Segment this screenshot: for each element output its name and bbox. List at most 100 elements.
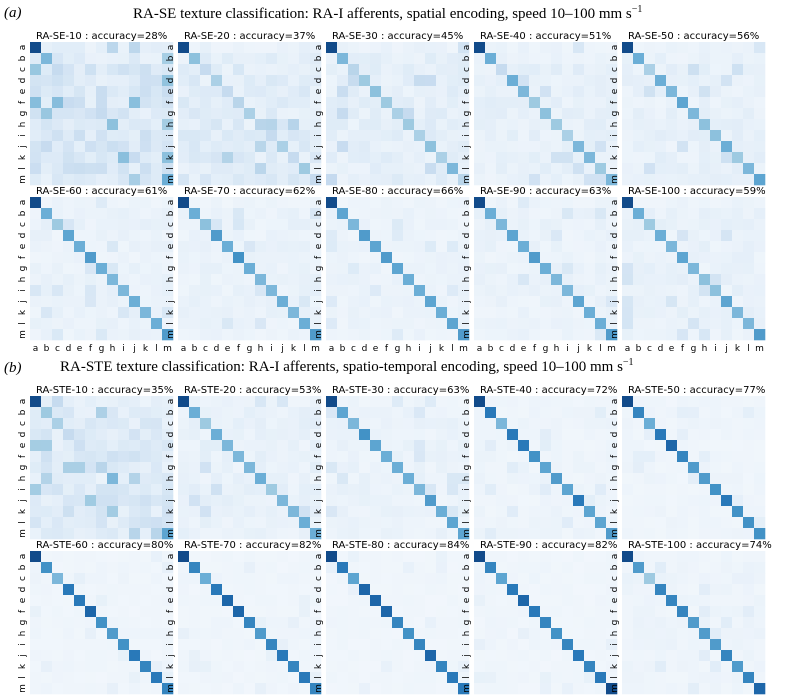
row-tick-label: b bbox=[18, 55, 28, 61]
heatmap-cell bbox=[721, 595, 733, 607]
heatmap-cell bbox=[277, 551, 289, 563]
heatmap-cell bbox=[710, 53, 722, 65]
heatmap-cell-diagonal bbox=[485, 407, 497, 419]
heatmap-cell bbox=[458, 573, 470, 585]
heatmap-cell-diagonal bbox=[299, 672, 311, 684]
heatmap-cell bbox=[458, 451, 470, 463]
heatmap-cell bbox=[458, 407, 470, 419]
heatmap-cell bbox=[562, 495, 574, 507]
heatmap-cell bbox=[540, 595, 552, 607]
heatmap-cell bbox=[326, 119, 338, 131]
heatmap-cell bbox=[30, 141, 42, 153]
heatmap-cell bbox=[573, 595, 585, 607]
row-tick-label: c bbox=[18, 67, 28, 72]
heatmap-cell-diagonal bbox=[348, 64, 360, 76]
heatmap-cell bbox=[633, 628, 645, 640]
heatmap-cell bbox=[222, 672, 234, 684]
heatmap-cell bbox=[359, 396, 371, 408]
row-tick-label: f bbox=[18, 100, 28, 104]
heatmap-cell bbox=[754, 86, 766, 98]
heatmap-cell bbox=[584, 484, 596, 496]
heatmap-cell bbox=[211, 606, 223, 618]
heatmap-cell bbox=[359, 672, 371, 684]
heatmap-cell bbox=[178, 285, 190, 297]
heatmap-cell bbox=[151, 53, 163, 65]
heatmap-cell bbox=[633, 75, 645, 87]
heatmap-cell bbox=[151, 42, 163, 54]
heatmap-cell bbox=[584, 75, 596, 87]
heatmap-cell bbox=[447, 208, 459, 220]
heatmap-cell bbox=[118, 53, 130, 65]
heatmap-cell bbox=[244, 119, 256, 131]
heatmap-cell bbox=[485, 285, 497, 297]
heatmap-cell bbox=[337, 108, 349, 120]
heatmap-cell bbox=[381, 551, 393, 563]
heatmap-cell bbox=[606, 263, 618, 275]
heatmap-cell bbox=[754, 208, 766, 220]
heatmap-cell bbox=[392, 86, 404, 98]
heatmap-title: RA-SE-20 : accuracy=37% bbox=[184, 31, 315, 42]
heatmap-cell bbox=[507, 64, 519, 76]
heatmap-cell bbox=[85, 163, 97, 175]
heatmap-cell bbox=[392, 517, 404, 529]
heatmap-cell bbox=[266, 318, 278, 330]
heatmap-cell bbox=[622, 53, 634, 65]
heatmap-cell bbox=[370, 42, 382, 54]
heatmap-cell bbox=[41, 318, 53, 330]
heatmap-cell bbox=[129, 108, 141, 120]
row-tick-label: k bbox=[314, 663, 324, 669]
heatmap-cell bbox=[743, 407, 755, 419]
heatmap-cell bbox=[688, 141, 700, 153]
heatmap-cell bbox=[96, 252, 108, 264]
heatmap-cell bbox=[277, 462, 289, 474]
heatmap-cell bbox=[699, 64, 711, 76]
heatmap-cell bbox=[688, 661, 700, 673]
column-tick-label: e bbox=[373, 344, 379, 354]
heatmap-cell bbox=[710, 163, 722, 175]
heatmap-cell bbox=[732, 97, 744, 109]
heatmap-cell bbox=[644, 252, 656, 264]
heatmap-cell bbox=[518, 329, 530, 341]
heatmap-cell bbox=[474, 174, 486, 186]
heatmap-cell-diagonal bbox=[710, 484, 722, 496]
heatmap-cell bbox=[370, 683, 382, 695]
heatmap-cell bbox=[337, 495, 349, 507]
column-tick-label: m bbox=[311, 344, 320, 354]
heatmap-cell bbox=[743, 429, 755, 441]
heatmap-cell-diagonal bbox=[266, 484, 278, 496]
heatmap-cell bbox=[732, 617, 744, 629]
heatmap-cell bbox=[655, 650, 667, 662]
heatmap-cell bbox=[41, 274, 53, 286]
heatmap-cell bbox=[507, 329, 519, 341]
heatmap-cell bbox=[655, 628, 667, 640]
heatmap-cell bbox=[688, 628, 700, 640]
heatmap-cell bbox=[162, 562, 174, 574]
heatmap-cell bbox=[222, 285, 234, 297]
heatmap-cell bbox=[633, 141, 645, 153]
heatmap-cell bbox=[392, 42, 404, 54]
heatmap-cell bbox=[754, 230, 766, 242]
heatmap-cell bbox=[162, 407, 174, 419]
heatmap-cell bbox=[118, 418, 130, 430]
heatmap-cell bbox=[52, 672, 64, 684]
heatmap-cell bbox=[359, 318, 371, 330]
heatmap-cell bbox=[233, 75, 245, 87]
row-tick-label: m bbox=[462, 330, 472, 339]
heatmap-cell bbox=[721, 241, 733, 253]
heatmap-cell bbox=[52, 551, 64, 563]
row-tick-label: m bbox=[18, 175, 28, 184]
heatmap-cell bbox=[485, 119, 497, 131]
heatmap-cell bbox=[244, 42, 256, 54]
heatmap-cell bbox=[584, 584, 596, 596]
heatmap-cell bbox=[244, 628, 256, 640]
heatmap-cell bbox=[595, 551, 607, 563]
heatmap-cell bbox=[162, 163, 174, 175]
heatmap-cell bbox=[299, 86, 311, 98]
heatmap-cell bbox=[529, 495, 541, 507]
heatmap-cell bbox=[244, 97, 256, 109]
row-tick-label: e bbox=[166, 88, 176, 94]
heatmap-cell bbox=[310, 451, 322, 463]
heatmap-cell-diagonal bbox=[211, 429, 223, 441]
heatmap-cell bbox=[244, 64, 256, 76]
heatmap-cell bbox=[392, 75, 404, 87]
